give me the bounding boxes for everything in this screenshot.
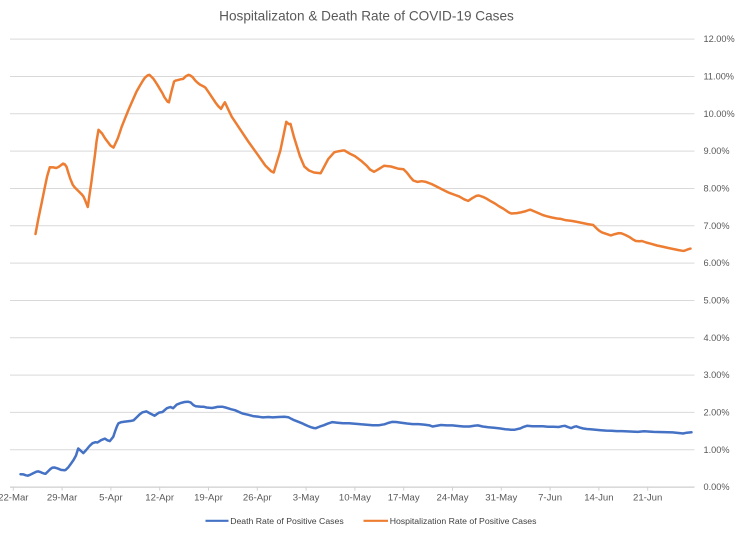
svg-text:3.00%: 3.00% [704,370,730,380]
svg-text:17-May: 17-May [388,492,420,503]
svg-text:2.00%: 2.00% [704,407,730,417]
svg-text:Death Rate of Positive Cases: Death Rate of Positive Cases [230,516,344,526]
svg-text:29-Mar: 29-Mar [47,492,78,503]
svg-text:8.00%: 8.00% [704,184,730,194]
svg-text:5.00%: 5.00% [704,296,730,306]
svg-text:12-Apr: 12-Apr [145,492,175,503]
svg-text:7-Jun: 7-Jun [538,492,562,503]
svg-text:22-Mar: 22-Mar [0,492,29,503]
svg-text:0.00%: 0.00% [704,482,730,492]
svg-text:Hospitalizaton & Death Rate of: Hospitalizaton & Death Rate of COVID-19 … [219,8,514,23]
svg-text:19-Apr: 19-Apr [194,492,224,503]
svg-text:31-May: 31-May [485,492,517,503]
svg-text:10.00%: 10.00% [704,109,735,119]
svg-text:Hospitalization Rate of Positi: Hospitalization Rate of Positive Cases [390,516,537,526]
svg-text:6.00%: 6.00% [704,258,730,268]
svg-text:9.00%: 9.00% [704,146,730,156]
svg-text:14-Jun: 14-Jun [584,492,613,503]
svg-text:1.00%: 1.00% [704,445,730,455]
svg-text:11.00%: 11.00% [704,72,734,82]
svg-text:26-Apr: 26-Apr [243,492,273,503]
svg-text:21-Jun: 21-Jun [633,492,662,503]
svg-text:7.00%: 7.00% [704,221,730,231]
svg-text:3-May: 3-May [293,492,320,503]
svg-text:12.00%: 12.00% [704,34,735,44]
svg-text:10-May: 10-May [339,492,371,503]
svg-text:5-Apr: 5-Apr [99,492,123,503]
svg-text:4.00%: 4.00% [704,333,730,343]
svg-text:24-May: 24-May [437,492,469,503]
